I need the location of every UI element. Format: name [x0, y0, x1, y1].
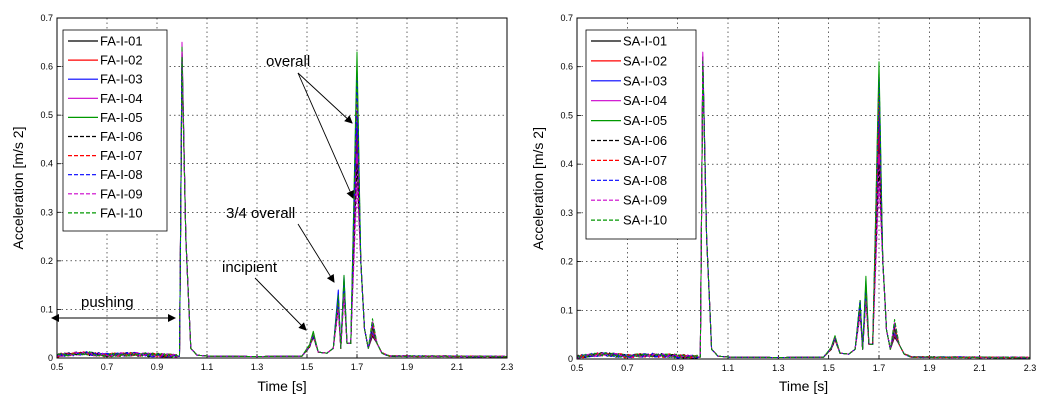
legend: FA-I-01 FA-I-02 FA-I-03 FA-I-04 FA-I-05 FA-I-… — [62, 29, 168, 232]
x-tick-label: 1.5 — [301, 362, 314, 372]
x-tick-label: 1.7 — [873, 363, 886, 373]
y-tick-label: 0.3 — [560, 208, 573, 218]
legend-label: FA-I-05 — [100, 110, 143, 125]
series-line-FA-I-07 — [56, 66, 508, 358]
x-tick-label: 0.7 — [621, 363, 634, 373]
axes-frame — [576, 17, 1031, 360]
x-tick-label: 1.9 — [923, 363, 936, 373]
x-axis-label: Time [s] — [779, 378, 828, 394]
annotation-arrow — [254, 277, 307, 331]
x-tick-label: 0.5 — [51, 362, 64, 372]
legend-label: FA-I-04 — [100, 91, 143, 106]
legend-label: SA-I-07 — [623, 153, 667, 168]
legend-label: SA-I-06 — [623, 133, 667, 148]
legend-label: FA-I-02 — [100, 53, 143, 68]
x-tick-label: 1.1 — [722, 363, 735, 373]
x-tick-label: 1.3 — [772, 363, 785, 373]
legend-label: SA-I-08 — [623, 173, 667, 188]
chart-panel-2: 0.5 0.7 0.9 1.1 1.3 1.5 1.7 1.9 2.1 2.3 0 0.1 0.2 0.3… — [530, 13, 1036, 394]
legend-box — [585, 29, 697, 240]
x-tick-label: 0.5 — [571, 363, 584, 373]
y-tick-label: 0.4 — [40, 159, 53, 169]
series-line-SA-I-10 — [576, 61, 1031, 360]
y-tick-label: 0.6 — [40, 62, 53, 72]
legend-box — [62, 29, 168, 232]
chart-panel-1: 0.5 0.7 0.9 1.1 1.3 1.5 1.7 1.9 2.1 2.3 0 0.1 0.2 0.3… — [10, 13, 513, 394]
legend-label: FA-I-09 — [100, 186, 143, 201]
legend-label: FA-I-03 — [100, 72, 143, 87]
x-tick-label: 1.3 — [251, 362, 264, 372]
legend-label: SA-I-02 — [623, 53, 667, 68]
x-tick-label: 0.7 — [101, 362, 114, 372]
legend-label: SA-I-04 — [623, 93, 667, 108]
series-group — [576, 51, 1031, 360]
annotation-three-quarter: 3/4 overall — [226, 205, 295, 222]
legend-label: SA-I-01 — [623, 34, 667, 49]
series-group — [56, 41, 508, 359]
series-line-FA-I-09 — [56, 51, 508, 359]
axes-frame — [56, 17, 508, 359]
x-tick-label: 2.1 — [451, 362, 464, 372]
annotation-pushing: pushing — [81, 294, 134, 311]
y-tick-label: 0.2 — [560, 257, 573, 267]
x-tick-label: 2.1 — [973, 363, 986, 373]
y-tick-label: 0.1 — [560, 305, 573, 315]
x-tick-label: 0.9 — [671, 363, 684, 373]
legend-label: FA-I-06 — [100, 129, 143, 144]
legend-label: FA-I-07 — [100, 148, 143, 163]
x-tick-label: 2.3 — [501, 362, 514, 372]
annotation-arrow — [297, 72, 353, 124]
y-tick-label: 0.4 — [560, 159, 573, 169]
x-axis-label: Time [s] — [257, 378, 306, 394]
legend-label: SA-I-03 — [623, 73, 667, 88]
annotations: overall 3/4 overall incipient pushing — [51, 53, 354, 331]
y-tick-label: 0.7 — [40, 13, 53, 23]
annotation-overall: overall — [266, 53, 310, 70]
y-tick-label: 0.1 — [40, 304, 53, 314]
x-tick-label: 1.7 — [351, 362, 364, 372]
y-axis-label: Acceleration [m/s 2] — [530, 127, 546, 250]
legend-label: SA-I-09 — [623, 193, 667, 208]
legend-label: FA-I-10 — [100, 205, 143, 220]
x-tick-label: 1.9 — [401, 362, 414, 372]
x-tick-label: 1.1 — [201, 362, 214, 372]
y-tick-label: 0 — [48, 353, 53, 363]
annotation-incipient: incipient — [222, 259, 278, 276]
legend-label: SA-I-05 — [623, 113, 667, 128]
legend-label: FA-I-01 — [100, 34, 143, 49]
y-axis-label: Acceleration [m/s 2] — [10, 127, 26, 250]
annotation-arrow — [297, 72, 354, 199]
x-tick-label: 1.5 — [822, 363, 835, 373]
x-tick-label: 0.9 — [151, 362, 164, 372]
legend: SA-I-01 SA-I-02 SA-I-03 SA-I-04 SA-I-05 SA-I-… — [585, 29, 697, 240]
y-tick-label: 0.3 — [40, 207, 53, 217]
y-tick-label: 0.5 — [40, 110, 53, 120]
y-tick-label: 0.5 — [560, 110, 573, 120]
y-tick-label: 0.2 — [40, 256, 53, 266]
y-tick-label: 0.6 — [560, 62, 573, 72]
legend-label: SA-I-10 — [623, 213, 667, 228]
y-tick-label: 0 — [568, 354, 573, 364]
annotation-arrow — [297, 223, 335, 283]
legend-label: FA-I-08 — [100, 167, 143, 182]
y-tick-label: 0.7 — [560, 13, 573, 23]
x-tick-label: 2.3 — [1024, 363, 1037, 373]
